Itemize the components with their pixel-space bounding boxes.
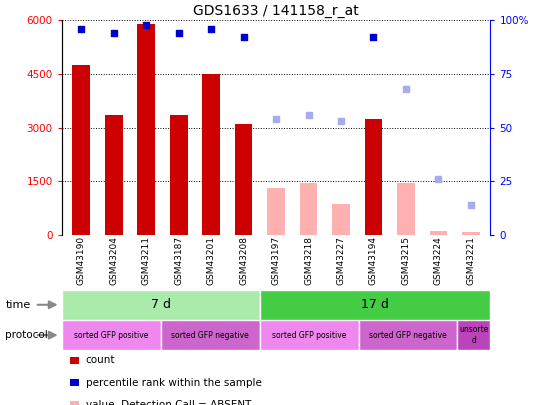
Point (337, 118, 345, 124)
Bar (300, 183, 317, 235)
Bar (397, 183, 415, 235)
Bar (359, 320, 457, 350)
Text: sorted GFP positive: sorted GFP positive (272, 330, 346, 340)
Text: 17 d: 17 d (361, 298, 389, 311)
Text: unsorte
d: unsorte d (459, 326, 489, 345)
Text: count: count (86, 356, 115, 365)
Point (369, 34, 378, 40)
Text: GSM43201: GSM43201 (206, 236, 215, 285)
Point (434, 176, 443, 182)
Text: GSM43187: GSM43187 (174, 236, 183, 285)
Text: protocol: protocol (5, 330, 48, 340)
Text: GSM43190: GSM43190 (77, 236, 86, 285)
Point (272, 116, 280, 122)
Text: sorted GFP positive: sorted GFP positive (74, 330, 148, 340)
Text: sorted GFP negative: sorted GFP negative (171, 330, 249, 340)
Text: GSM43218: GSM43218 (304, 236, 313, 285)
Text: percentile rank within the sample: percentile rank within the sample (86, 378, 262, 388)
Bar (267, 188, 285, 235)
Text: GSM43211: GSM43211 (142, 236, 151, 285)
Text: GSM43204: GSM43204 (109, 236, 118, 285)
Point (77, 26, 85, 32)
Bar (332, 205, 350, 235)
Text: GSM43227: GSM43227 (337, 236, 346, 285)
Point (174, 30, 183, 36)
Text: GSM43208: GSM43208 (239, 236, 248, 285)
Point (142, 21, 151, 28)
Text: value, Detection Call = ABSENT: value, Detection Call = ABSENT (86, 400, 251, 405)
Title: GDS1633 / 141158_r_at: GDS1633 / 141158_r_at (193, 4, 359, 18)
Bar (62, 320, 161, 350)
Bar (62, 290, 259, 320)
Bar (259, 320, 359, 350)
Text: GSM43221: GSM43221 (466, 236, 475, 285)
Text: sorted GFP negative: sorted GFP negative (369, 330, 447, 340)
Bar (429, 230, 448, 235)
Point (207, 26, 215, 32)
Bar (235, 124, 252, 235)
Point (109, 30, 118, 36)
Point (304, 111, 313, 118)
Point (401, 86, 410, 92)
Bar (259, 290, 490, 320)
Bar (202, 74, 220, 235)
Bar (105, 115, 123, 235)
Bar (457, 320, 490, 350)
Point (239, 34, 248, 40)
Text: 7 d: 7 d (151, 298, 170, 311)
Text: GSM43194: GSM43194 (369, 236, 378, 285)
Bar (161, 320, 259, 350)
Bar (462, 232, 480, 235)
Text: GSM43215: GSM43215 (401, 236, 411, 285)
Text: GSM43197: GSM43197 (272, 236, 280, 285)
Text: GSM43224: GSM43224 (434, 236, 443, 285)
Bar (364, 119, 382, 235)
Bar (170, 115, 188, 235)
Bar (72, 65, 90, 235)
Text: time: time (5, 300, 31, 310)
Bar (137, 24, 155, 235)
Point (467, 202, 475, 208)
